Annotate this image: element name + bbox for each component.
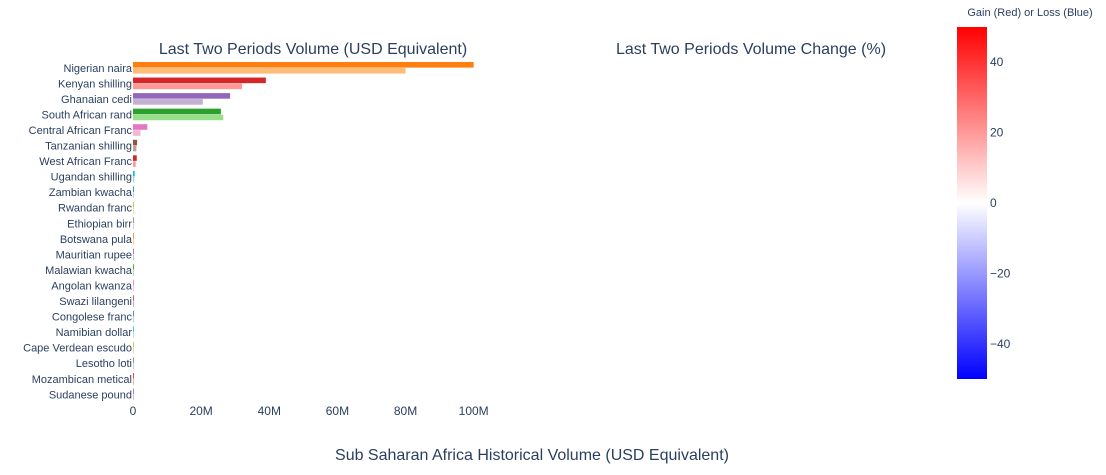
y-tick-label: Kenyan shilling	[58, 78, 132, 90]
bar-previous	[133, 145, 137, 152]
bar-previous	[133, 83, 243, 90]
y-tick-label: Tanzanian shilling	[45, 141, 132, 153]
bar-latest	[133, 77, 266, 84]
bar-series-group	[133, 62, 474, 401]
bar-previous	[133, 130, 141, 136]
y-tick-label: Swazi lilangeni	[59, 296, 132, 308]
bar-previous	[133, 332, 134, 338]
bar-previous	[133, 239, 134, 245]
bar-latest	[133, 108, 221, 115]
bar-latest	[133, 357, 134, 364]
bar-previous	[133, 254, 134, 261]
y-tick-label: Ethiopian birr	[67, 218, 132, 230]
y-tick-label: Zambian kwacha	[49, 187, 133, 199]
bar-previous	[133, 223, 134, 230]
y-tick-label: Rwandan franc	[58, 203, 132, 215]
y-axis-labels: Nigerian naira Kenyan shilling Ghanaian ce…	[23, 63, 133, 402]
colorbar-tick-label: 20	[990, 126, 1004, 140]
bar-previous	[133, 161, 136, 167]
bar-latest	[133, 373, 134, 379]
y-tick-label: Nigerian naira	[64, 63, 133, 75]
bar-latest	[133, 62, 474, 68]
bar-latest	[133, 248, 134, 255]
bar-latest	[133, 388, 134, 395]
y-tick-label: South African rand	[41, 109, 132, 121]
bar-previous	[133, 207, 134, 214]
bar-previous	[133, 363, 134, 370]
bar-previous	[133, 114, 224, 121]
bar-previous	[133, 347, 134, 354]
bar-previous	[133, 316, 134, 323]
y-tick-label: Lesotho loti	[76, 358, 132, 370]
bar-latest	[133, 93, 231, 99]
bar-latest	[133, 155, 137, 161]
colorbar-tick-label: −40	[990, 337, 1011, 351]
bar-previous	[133, 270, 134, 276]
x-tick-label: 40M	[258, 404, 281, 418]
bar-previous	[133, 394, 134, 401]
bar-latest	[133, 233, 134, 239]
y-tick-label: Malawian kwacha	[45, 265, 133, 277]
colorbar-tick-label: 0	[990, 196, 997, 210]
bar-previous	[133, 301, 134, 307]
bar-latest	[133, 326, 134, 332]
y-tick-label: Ugandan shilling	[51, 172, 132, 184]
right-subplot-title: Last Two Periods Volume Change (%)	[616, 41, 886, 58]
bar-latest	[133, 186, 134, 192]
colorbar-title: Gain (Red) or Loss (Blue)	[967, 7, 1092, 19]
y-tick-label: West African Franc	[39, 156, 132, 168]
y-tick-label: Sudanese pound	[49, 389, 132, 401]
bar-latest	[133, 310, 134, 317]
bar-latest	[133, 264, 134, 270]
colorbar-tick-label: 40	[990, 55, 1004, 69]
main-title: Sub Saharan Africa Historical Volume (US…	[335, 447, 729, 464]
y-tick-label: Central African Franc	[29, 125, 133, 137]
bar-latest	[133, 139, 138, 146]
bar-latest	[133, 201, 134, 208]
bar-latest	[133, 170, 135, 177]
colorbar-ticks: 40 20 0 −20 −40	[990, 55, 1011, 351]
bar-previous	[133, 68, 406, 74]
bar-latest	[133, 295, 134, 301]
bar-previous	[133, 192, 134, 198]
y-tick-label: Namibian dollar	[56, 327, 133, 339]
x-tick-label: 100M	[459, 404, 489, 418]
bar-previous	[133, 379, 134, 385]
x-tick-label: 20M	[189, 404, 212, 418]
y-tick-label: Mauritian rupee	[56, 249, 132, 261]
colorbar-tick-label: −20	[990, 266, 1011, 280]
y-tick-label: Congolese franc	[52, 312, 133, 324]
x-tick-label: 60M	[326, 404, 349, 418]
bar-latest	[133, 124, 148, 130]
y-tick-label: Angolan kwanza	[51, 280, 133, 292]
bar-latest	[133, 279, 134, 286]
y-tick-label: Ghanaian cedi	[61, 94, 132, 106]
y-tick-label: Cape Verdean escudo	[23, 343, 132, 355]
bar-latest	[133, 217, 134, 224]
bar-previous	[133, 285, 134, 292]
bar-latest	[133, 341, 134, 348]
colorbar	[957, 27, 987, 379]
x-axis-ticks: 0 20M 40M 60M 80M 100M	[130, 404, 489, 418]
left-subplot-title: Last Two Periods Volume (USD Equivalent)	[159, 41, 467, 58]
bar-previous	[133, 99, 203, 105]
y-tick-label: Mozambican metical	[32, 374, 132, 386]
bar-previous	[133, 176, 135, 183]
y-tick-label: Botswana pula	[60, 234, 133, 246]
x-tick-label: 0	[130, 404, 137, 418]
x-tick-label: 80M	[394, 404, 417, 418]
